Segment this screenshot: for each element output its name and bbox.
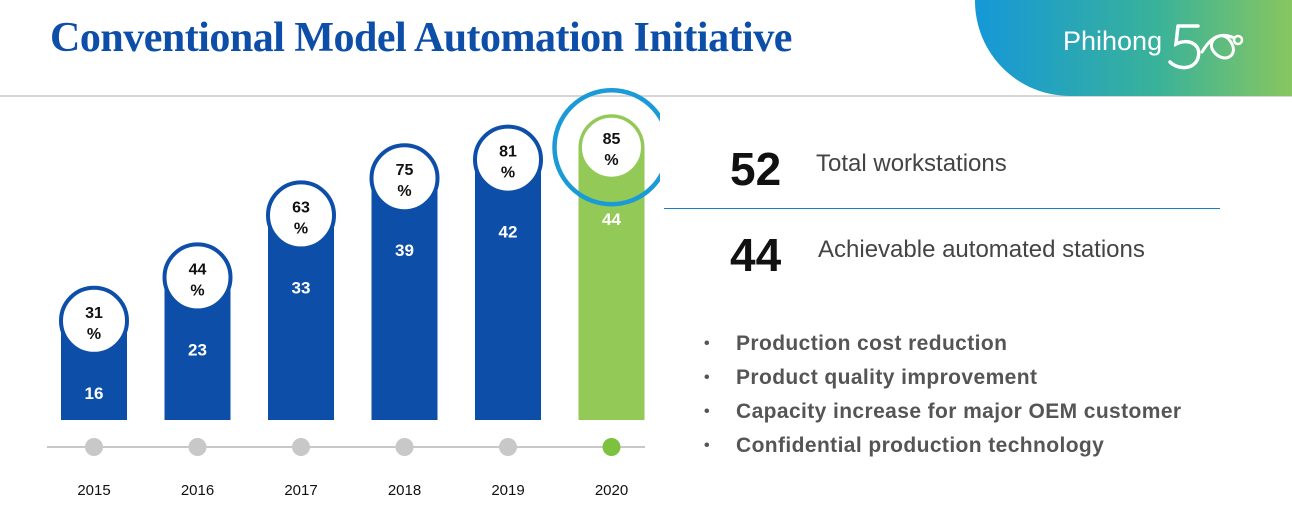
bullet-icon: • [704,403,711,420]
timeline-dots [85,438,621,456]
brand-anniversary-icon [1168,24,1244,70]
year-label: 2020 [595,482,628,499]
benefit-item: • Confidential production technology [704,430,1182,464]
brand-logo-text: Phihong [1063,26,1163,56]
brand-banner [975,0,1292,96]
bullet-icon: • [704,335,711,352]
benefit-text: Product quality improvement [736,366,1038,389]
benefit-item: • Product quality improvement [704,362,1182,396]
percent-badge: 31% [59,285,129,356]
badge-circle [162,242,233,313]
percent-label: 75% [396,162,414,200]
badge-circle [579,114,644,180]
percent-badge: 63% [266,180,336,251]
bar-value-label: 44 [602,210,621,229]
stat-divider [664,208,1220,209]
badge-circle [59,285,129,356]
year-label: 2018 [388,482,421,499]
percent-badges: 31 % 44 % 63 % 75 % 81 % 85% [59,87,660,356]
bar-2019 [475,126,541,420]
bar-2020 [578,114,645,420]
bar-value-label: 33 [292,278,311,297]
bar-value-label: 42 [499,223,518,242]
bullet-icon: • [704,437,711,454]
timeline-dot [292,438,310,456]
timeline-dot [188,438,207,456]
percent-badge: 75% [369,143,440,214]
bullet-icon: • [704,369,711,386]
benefit-text: Capacity increase for major OEM customer [736,400,1182,423]
stat-value: 44 [730,229,782,281]
timeline-dot [85,438,103,456]
bar-value-label: 39 [395,241,414,260]
bar-value-label: 16 [85,384,104,403]
benefit-item: • Capacity increase for major OEM custome… [704,396,1182,430]
badge-circle [369,143,440,214]
stat-value: 52 [730,143,782,195]
percent-badge: 44% [162,242,233,313]
bar-value-labels: 16 23 33 39 42 44 [85,210,622,403]
automation-bar-chart: 16 23 33 39 42 44 2015 2016 2017 2018 2019 2020 31… [47,87,660,499]
percent-badge: 81% [473,124,543,195]
percent-label: 31% [85,305,103,343]
percent-label: 63% [292,199,310,237]
year-label: 2019 [491,482,524,499]
percent-label: 44% [189,261,207,299]
bar-value-label: 23 [188,340,207,359]
badge-circle [266,180,336,251]
timeline-dot [395,438,414,456]
bar-2018 [371,145,438,420]
title-divider [0,95,1292,97]
badge-circle [473,124,543,195]
timeline-dot [499,438,517,456]
percent-label: 81% [499,144,517,182]
year-label: 2017 [284,482,317,499]
year-label: 2016 [181,482,214,499]
page-title: Conventional Model Automation Initiative [50,15,792,61]
percent-label: 85% [603,131,621,169]
year-label: 2015 [77,482,110,499]
benefit-text: Production cost reduction [736,332,1008,355]
benefit-text: Confidential production technology [736,434,1105,457]
percent-badge: 85% [552,87,660,207]
timeline-dot [602,438,621,456]
highlight-ring [552,87,660,207]
benefit-item: • Production cost reduction [704,328,1182,362]
stat-label: Total workstations [816,150,1007,177]
year-labels: 2015 2016 2017 2018 2019 2020 [77,482,628,499]
stat-label: Achievable automated stations [818,236,1145,263]
benefits-list: • Production cost reduction • Product qual… [704,328,1182,464]
